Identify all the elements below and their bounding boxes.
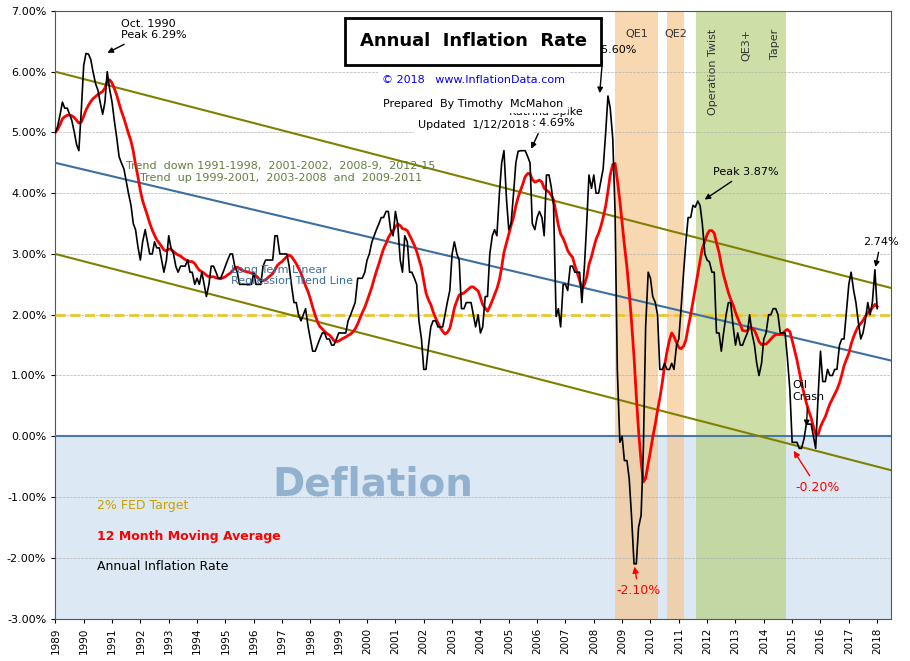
- Text: Trend  down 1991-1998,  2001-2002,  2008-9,  2012-15
Trend  up 1999-2001,  2003-: Trend down 1991-1998, 2001-2002, 2008-9,…: [126, 161, 436, 183]
- Text: Peak 3.87%: Peak 3.87%: [706, 167, 778, 199]
- Text: 12 Month Moving Average: 12 Month Moving Average: [97, 529, 281, 543]
- Text: Annual  Inflation  Rate: Annual Inflation Rate: [359, 29, 587, 47]
- Text: -2.10%: -2.10%: [616, 568, 661, 598]
- Bar: [730, 11, 763, 619]
- Bar: [763, 11, 786, 619]
- Text: Deflation: Deflation: [273, 466, 473, 504]
- Bar: [56, 11, 891, 436]
- Text: Oct. 1990
Peak 6.29%: Oct. 1990 Peak 6.29%: [109, 19, 187, 52]
- Text: QE3+: QE3+: [742, 29, 752, 61]
- Text: Oil
Peak 5.60%: Oil Peak 5.60%: [571, 34, 636, 92]
- Bar: [56, 436, 891, 619]
- Text: 2.74%: 2.74%: [863, 237, 898, 266]
- Text: Long Term Linear
Regression Trend Line: Long Term Linear Regression Trend Line: [231, 265, 353, 286]
- Text: Taper: Taper: [770, 29, 780, 59]
- Text: Oil
Crash: Oil Crash: [792, 380, 824, 424]
- Text: Annual  Inflation  Rate: Annual Inflation Rate: [359, 32, 587, 50]
- Text: © 2018   www.InflationData.com: © 2018 www.InflationData.com: [382, 75, 565, 85]
- Text: 2% FED Target: 2% FED Target: [97, 499, 188, 512]
- Text: Updated  1/12/2018: Updated 1/12/2018: [418, 120, 529, 130]
- Text: Annual Inflation Rate: Annual Inflation Rate: [97, 560, 228, 573]
- Text: Prepared  By Timothy  McMahon: Prepared By Timothy McMahon: [383, 99, 563, 109]
- Text: QE1: QE1: [625, 29, 648, 39]
- Text: -0.20%: -0.20%: [794, 452, 839, 494]
- Bar: [615, 11, 658, 619]
- Text: Operation Twist: Operation Twist: [708, 29, 718, 116]
- Bar: [667, 11, 684, 619]
- Bar: [696, 11, 730, 619]
- Text: QE2: QE2: [664, 29, 687, 39]
- Text: Katrina Spike
Peak 4.69%: Katrina Spike Peak 4.69%: [509, 107, 582, 147]
